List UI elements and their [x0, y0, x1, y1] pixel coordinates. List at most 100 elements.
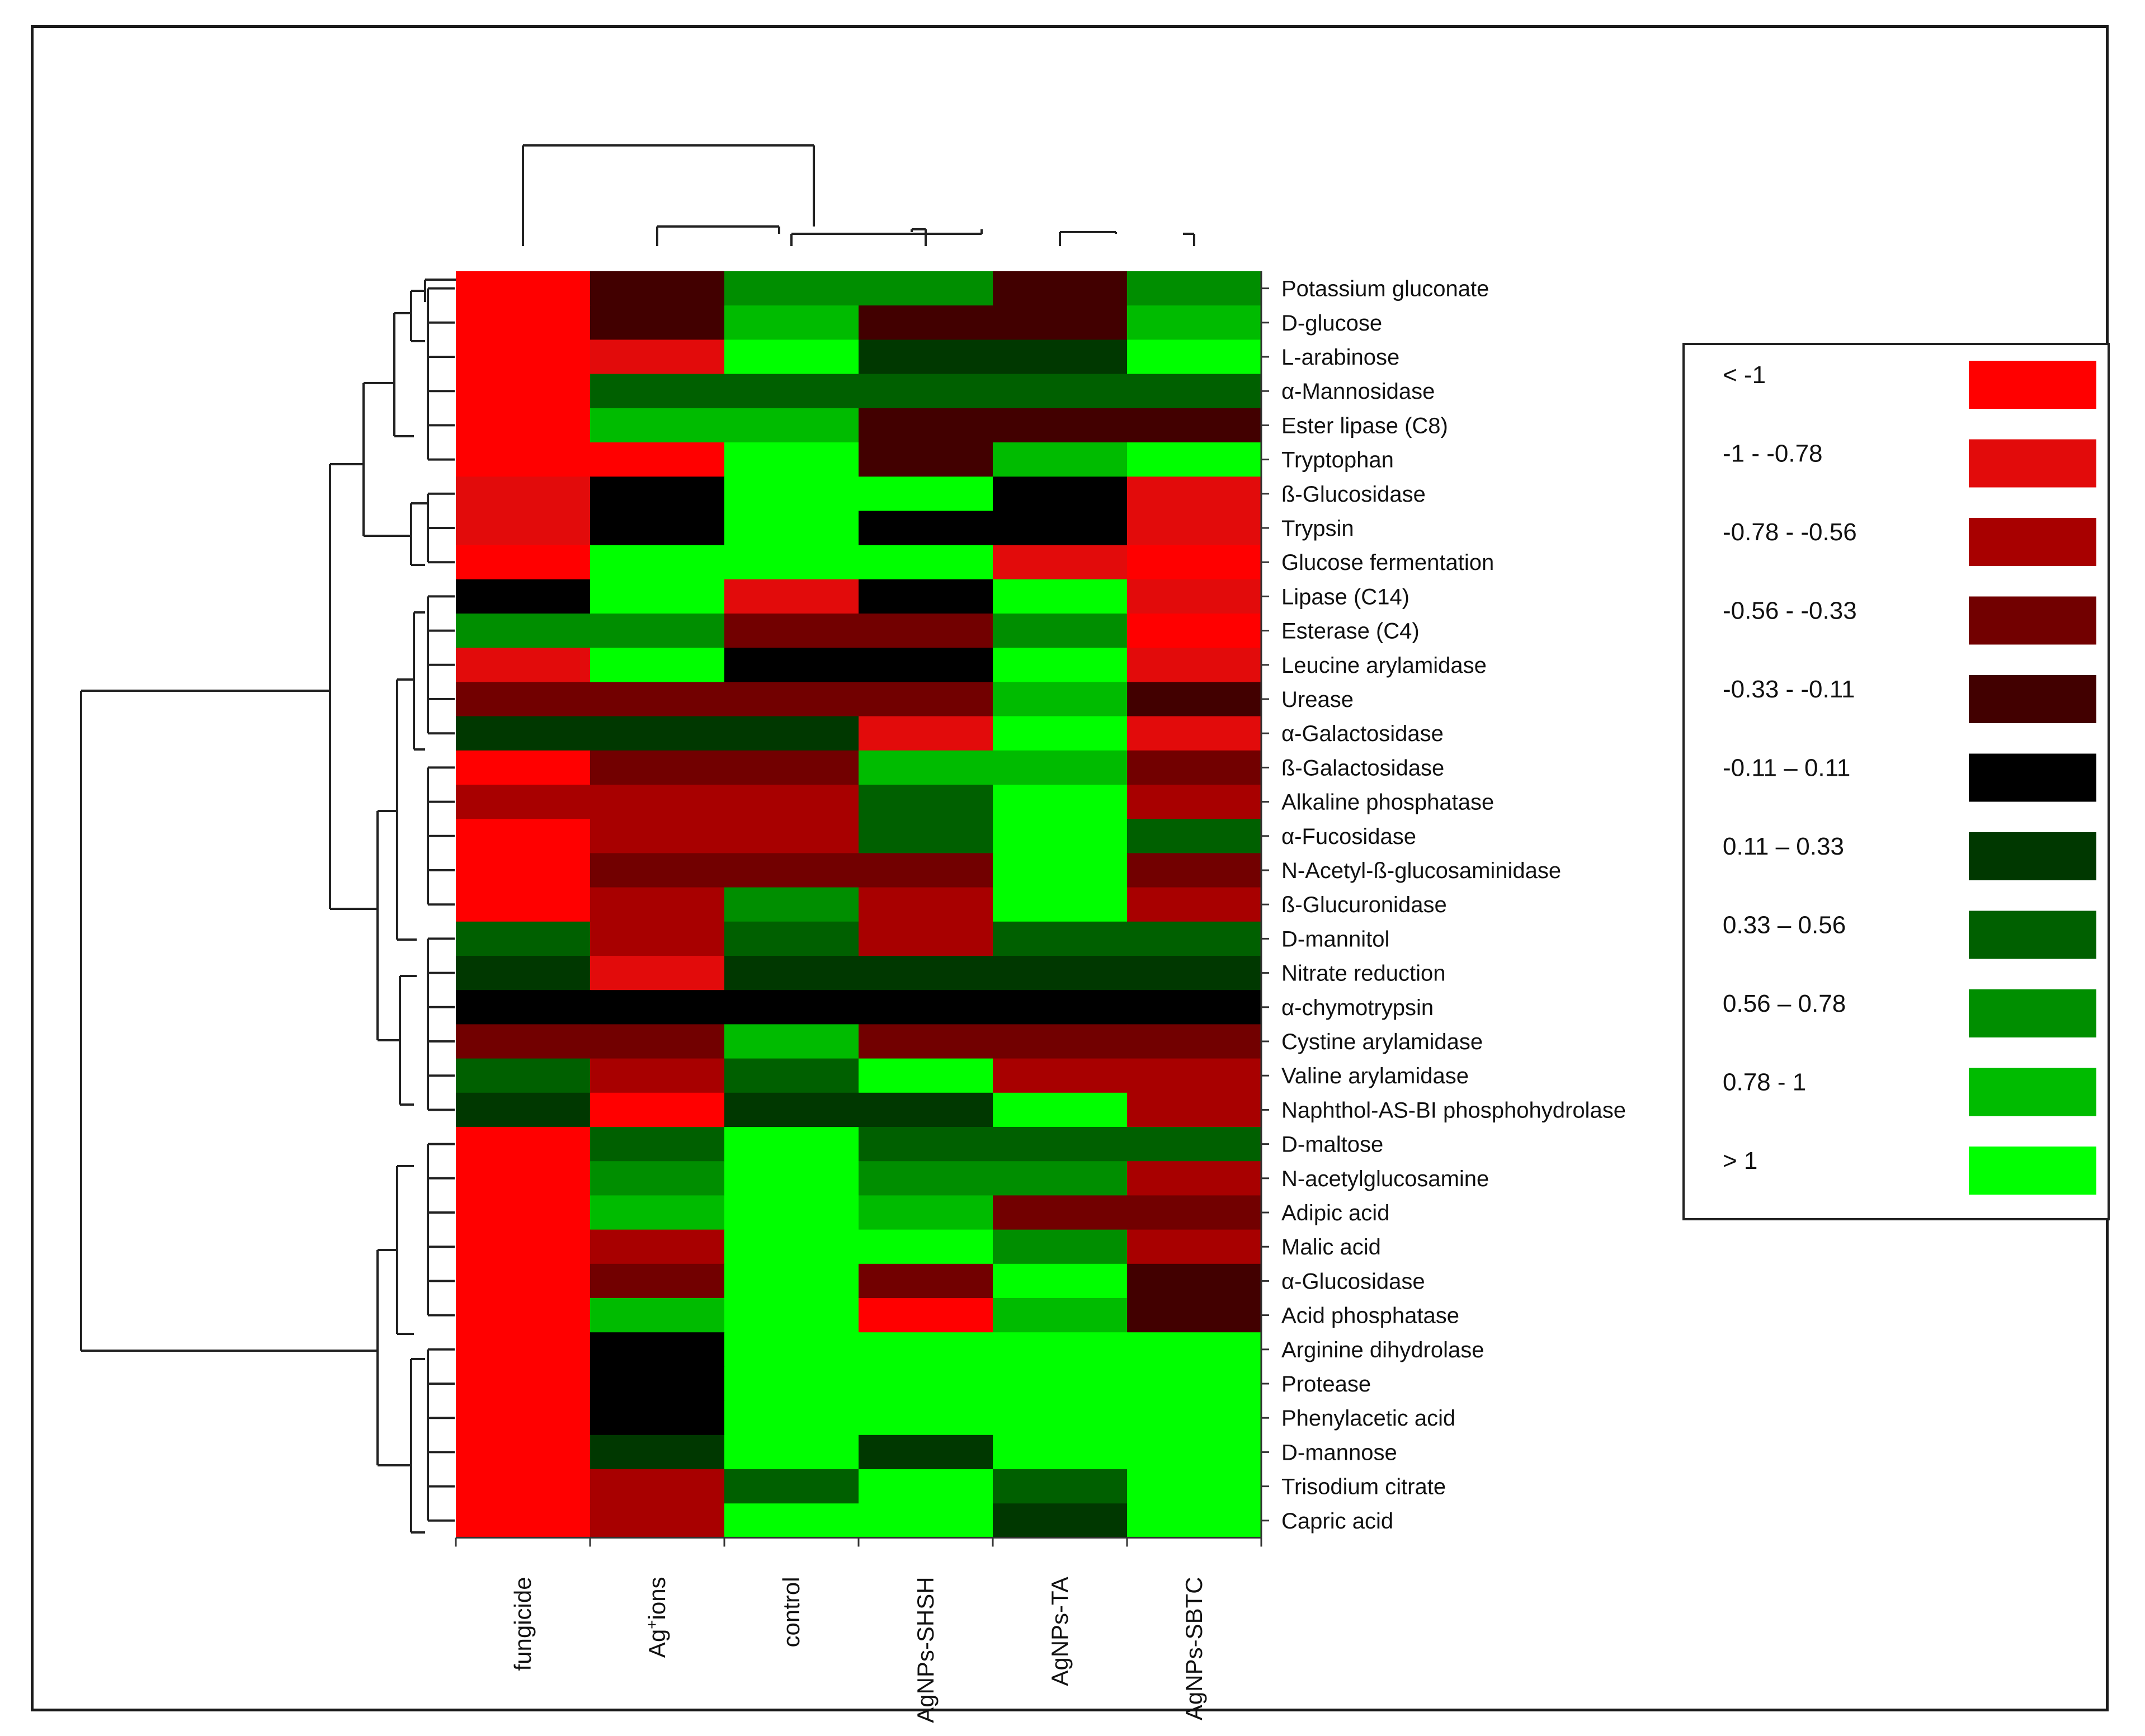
heatmap-cell — [456, 271, 591, 306]
heatmap-cell — [590, 990, 725, 1025]
heatmap-cell — [993, 511, 1128, 546]
row-label: Cystine arylamidase — [1281, 1030, 1483, 1054]
heatmap-cell — [993, 887, 1128, 922]
legend-label: 0.56 – 0.78 — [1723, 990, 1846, 1017]
row-label: ß-Galactosidase — [1281, 756, 1444, 780]
heatmap-cell — [859, 819, 993, 853]
row-label: Acid phosphatase — [1281, 1304, 1459, 1328]
heatmap-cell — [859, 956, 993, 990]
column-label-group: fungicide — [510, 1577, 536, 1671]
legend-swatch — [1969, 911, 2096, 959]
heatmap-cell — [724, 1229, 859, 1265]
row-label: L-arabinose — [1281, 345, 1399, 370]
heatmap-cell — [1127, 545, 1262, 580]
heatmap-cell — [724, 545, 859, 580]
heatmap-cell — [724, 1161, 859, 1196]
heatmap-cell — [724, 921, 859, 956]
heatmap-cell — [724, 1332, 859, 1367]
row-label: Nitrate reduction — [1281, 961, 1445, 986]
heatmap-cell — [590, 271, 725, 306]
heatmap-cell — [993, 408, 1128, 443]
heatmap-cell — [456, 1503, 591, 1538]
column-dendrogram — [522, 144, 1195, 246]
heatmap-cell — [724, 887, 859, 922]
heatmap-cell — [859, 339, 993, 375]
heatmap-cell — [1127, 648, 1262, 682]
legend-label: -1 - -0.78 — [1723, 440, 1823, 468]
heatmap-cell — [456, 1058, 591, 1093]
heatmap-cell — [724, 819, 859, 853]
column-label-part: ions — [644, 1577, 670, 1620]
row-dendrogram — [80, 279, 456, 1534]
heatmap-cell — [859, 1469, 993, 1504]
heatmap-cell — [993, 339, 1128, 375]
heatmap-cell — [456, 374, 591, 409]
row-label: Capric acid — [1281, 1509, 1393, 1534]
heatmap-cell — [859, 305, 993, 340]
heatmap-cell — [859, 853, 993, 888]
column-label-group: Ag+ions — [643, 1577, 670, 1658]
heatmap-cell — [993, 1503, 1128, 1538]
heatmap-cell — [859, 1161, 993, 1196]
row-label: α-Fucosidase — [1281, 824, 1416, 849]
column-label: AgNPs-SHSH — [912, 1577, 939, 1723]
heatmap-cell — [590, 1366, 725, 1402]
heatmap-cell — [1127, 305, 1262, 340]
heatmap-cell — [590, 853, 725, 888]
legend-label: 0.11 – 0.33 — [1723, 833, 1844, 860]
heatmap-cell — [456, 1469, 591, 1504]
row-label: Ester lipase (C8) — [1281, 413, 1448, 438]
row-label: Adipic acid — [1281, 1201, 1389, 1225]
heatmap-cell — [724, 1435, 859, 1470]
heatmap-cell — [1127, 579, 1262, 614]
legend-swatch — [1969, 1147, 2096, 1195]
heatmap-cell — [1127, 511, 1262, 546]
heatmap-cell — [456, 1263, 591, 1299]
heatmap-cell — [1127, 374, 1262, 409]
heatmap-cell — [993, 1195, 1128, 1230]
heatmap-cell — [1127, 271, 1262, 306]
heatmap-cell — [1127, 990, 1262, 1025]
heatmap-cell — [724, 1024, 859, 1059]
heatmap-cell — [724, 1298, 859, 1333]
heatmap-cell — [859, 1298, 993, 1333]
row-label: α-Galactosidase — [1281, 721, 1444, 746]
heatmap-cell — [590, 956, 725, 990]
heatmap-cell — [724, 853, 859, 888]
heatmap-cell — [1127, 956, 1262, 990]
heatmap-cell — [590, 1127, 725, 1162]
heatmap-cell — [859, 1127, 993, 1162]
column-label-group: AgNPs-SBTC — [1181, 1577, 1207, 1720]
row-label: Trisodium citrate — [1281, 1475, 1446, 1499]
heatmap-cell — [993, 648, 1128, 682]
heatmap-cell — [859, 579, 993, 614]
heatmap-cell — [993, 716, 1128, 751]
row-label: α-Glucosidase — [1281, 1269, 1425, 1294]
heatmap-cell — [724, 648, 859, 682]
heatmap-cell — [1127, 1024, 1262, 1059]
heatmap-cell — [1127, 1195, 1262, 1230]
heatmap-cell — [859, 682, 993, 717]
heatmap-cell — [1127, 750, 1262, 785]
heatmap-cell — [993, 682, 1128, 717]
column-label: control — [778, 1577, 804, 1647]
heatmap-cell — [1127, 921, 1262, 956]
heatmap-cell — [456, 1127, 591, 1162]
heatmap-cell — [859, 1024, 993, 1059]
heatmap-cell — [993, 853, 1128, 888]
heatmap-cell — [993, 1092, 1128, 1128]
legend-swatch — [1969, 1068, 2096, 1116]
heatmap-cell — [456, 1161, 591, 1196]
row-label: N-acetylglucosamine — [1281, 1167, 1489, 1191]
row-label: Leucine arylamidase — [1281, 653, 1487, 678]
heatmap-cell — [590, 1263, 725, 1299]
heatmap-cell — [1127, 1366, 1262, 1402]
heatmap-cell — [724, 1127, 859, 1162]
heatmap-cell — [724, 1400, 859, 1436]
heatmap-cell — [1127, 1092, 1262, 1128]
legend-swatch — [1969, 361, 2096, 409]
row-label: D-glucose — [1281, 311, 1382, 336]
heatmap-cell — [456, 785, 591, 819]
column-label: fungicide — [510, 1577, 536, 1671]
column-labels: fungicide Ag+ions control AgNPs-SHSH AgNPs-T… — [510, 1577, 1207, 1723]
